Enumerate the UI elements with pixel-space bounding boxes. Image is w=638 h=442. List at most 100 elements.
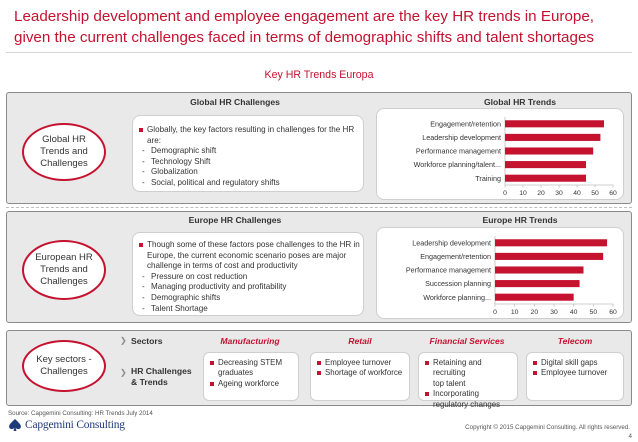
global-challenges-panel: Globally, the key factors resulting in c… [132,115,364,192]
bar [495,280,580,288]
bar [505,147,594,155]
global-trends-heading: Global HR Trends [483,97,557,107]
sectors-row-label: Key sectors - Challenges [22,340,106,392]
copyright-note: Copyright © 2015 Capgemini Consulting. A… [465,424,630,431]
category-label: Engagement/retention [420,252,491,261]
x-tick-label: 40 [570,309,578,316]
sector-box-financial-services: Retaining and recruiting top talent Inco… [418,352,518,409]
x-tick-label: 60 [609,309,617,316]
category-label: Training [475,174,501,183]
sector-challenge-line: Ageing workforce [218,378,279,388]
category-label: Engagement/retention [430,119,501,128]
band-separator [6,207,632,208]
bar [495,266,584,274]
sector-challenge-line: Employee turnover [325,358,392,367]
x-tick-label: 40 [573,190,581,197]
europe-intro: Though some of these factors pose challe… [139,240,361,272]
slide-title-line1: Leadership development and employee enga… [14,8,595,25]
sector-challenge-line: Employee turnover [541,368,608,378]
sectors-row-label-line1: Key sectors - [36,354,92,365]
europe-factor: Talent Shortage [139,304,361,315]
global-row-label-line1: Global HR [42,134,86,145]
europe-factor: Pressure on cost reduction [139,272,361,283]
x-tick-label: 10 [519,190,527,197]
sector-challenge-line: Retaining and recruiting [433,358,482,378]
europe-factor: Managing productivity and profitability [139,282,361,293]
sector-challenge: Employee turnover [533,368,619,378]
global-factor: Social, political and regulatory shifts [139,178,361,189]
category-label: Workforce planning/talent... [414,160,501,169]
sector-challenge-line: Decreasing STEM [218,358,283,367]
europe-factor: Demographic shifts [139,293,361,304]
hr-challenges-label: HR Challenges & Trends [131,366,192,388]
category-label: Performance management [406,266,491,275]
europe-intro-line2: Europe, the current economic scenario po… [147,250,347,260]
sector-box-telecom: Digital skill gaps Employee turnover [526,352,624,401]
capgemini-logo: Capgemini Consulting [8,419,125,431]
sector-challenge-line: Shortage of workforce [325,368,403,378]
global-row-label-line2: Trends and [40,146,88,157]
sector-challenge-line: Digital skill gaps [541,358,598,367]
x-tick-label: 60 [609,190,617,197]
source-note: Source: Capgemini Consulting: HR Trends … [8,410,153,417]
x-tick-label: 50 [590,309,598,316]
bar [505,133,601,141]
bar [505,174,586,182]
bar [495,239,608,247]
global-trends-chart-panel: Engagement/retention Leadership developme… [376,108,624,200]
sector-challenge: Shortage of workforce [317,368,405,378]
slide-title-line2: given the current challenges faced in te… [14,29,594,46]
page-number: 4 [628,433,632,440]
title-divider [6,52,632,53]
x-tick-label: 0 [493,309,497,316]
x-tick-label: 0 [503,190,507,197]
sector-box-retail: Employee turnover Shortage of workforce [310,352,410,401]
europe-challenges-heading: Europe HR Challenges [188,215,282,225]
global-intro-line2: are: [147,135,161,145]
sector-challenge-line: top talent [433,378,466,388]
global-intro: Globally, the key factors resulting in c… [139,125,361,146]
europe-trends-chart: Leadership development Engagement/retenti… [406,236,617,316]
category-label: Succession planning [425,279,491,288]
sector-challenge: Employee turnover [317,358,405,368]
category-label: Leadership development [412,238,491,247]
sector-name-telecom: Telecom [557,336,593,346]
europe-row-label: European HR Trends and Challenges [22,240,106,300]
global-row-label-line3: Challenges [40,158,88,169]
europe-challenges-panel: Though some of these factors pose challe… [132,232,364,316]
category-label: Leadership development [422,133,501,142]
x-tick-label: 20 [537,190,545,197]
sectors-row-label-line2: Challenges [40,366,88,377]
bar [505,120,604,128]
x-tick-label: 10 [511,309,519,316]
bar [495,293,574,301]
global-intro-line1: Globally, the key factors resulting in c… [147,125,355,134]
europe-intro-line1: Though some of these factors pose challe… [147,240,360,249]
sector-challenge: Digital skill gaps [533,358,619,368]
sector-challenge-line: graduates [218,368,254,378]
bar [505,161,586,169]
sector-challenge: Decreasing STEM graduates [210,358,294,379]
chevron-right-icon: ❯ [120,368,127,377]
europe-row-label-line2: Trends and [40,264,88,275]
sector-challenge-line: Incorporating [433,389,480,399]
global-factor: Technology Shift [139,157,361,168]
europe-row-label-line3: Challenges [40,276,88,287]
category-label: Workforce planning... [423,293,491,302]
x-tick-label: 20 [531,309,539,316]
logo-text: Capgemini Consulting [25,419,125,431]
sector-challenge: Incorporating regulatory changes [425,389,513,410]
sector-name-financial-services: Financial Services [429,336,505,346]
sector-box-manufacturing: Decreasing STEM graduates Ageing workfor… [203,352,299,401]
global-factor: Demographic shift [139,146,361,157]
sector-challenge: Retaining and recruiting top talent [425,358,513,389]
hr-challenges-label-line2: & Trends [131,377,168,387]
sector-name-manufacturing: Manufacturing [220,336,280,346]
hr-challenges-label-line1: HR Challenges [131,366,192,376]
x-tick-label: 30 [550,309,558,316]
sector-challenge: Ageing workforce [210,379,294,389]
x-tick-label: 50 [591,190,599,197]
sector-name-retail: Retail [348,336,372,346]
global-trends-chart: Engagement/retention Leadership developme… [414,117,617,197]
europe-intro-line3: challenge in terms of cost and productiv… [147,261,298,271]
